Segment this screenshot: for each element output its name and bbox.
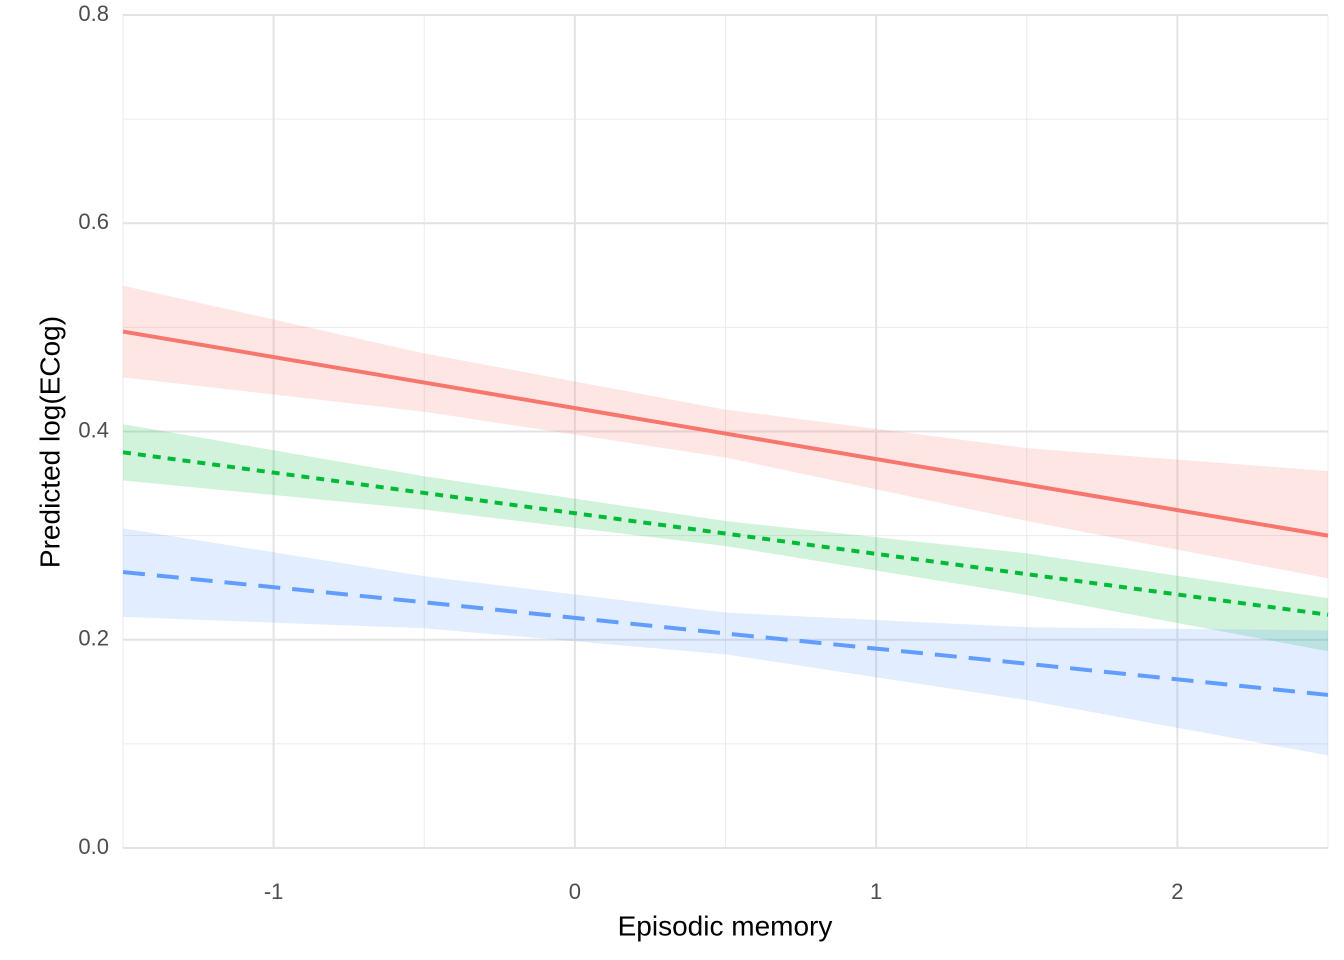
x-tick-label: 0 <box>569 879 581 904</box>
y-tick-label: 0.0 <box>78 834 109 859</box>
y-tick-label: 0.4 <box>78 417 109 442</box>
y-axis-title: Predicted log(ECog) <box>34 316 65 568</box>
y-tick-label: 0.6 <box>78 209 109 234</box>
y-tick-label: 0.8 <box>78 1 109 26</box>
y-tick-label: 0.2 <box>78 626 109 651</box>
confidence-band <box>123 424 1328 652</box>
line <box>122 450 1329 617</box>
x-tick-label: 2 <box>1171 879 1183 904</box>
line <box>122 329 1329 538</box>
x-axis-title: Episodic memory <box>618 910 833 941</box>
x-tick-label: 1 <box>870 879 882 904</box>
confidence-band <box>123 528 1328 756</box>
x-tick-label: -1 <box>264 879 284 904</box>
